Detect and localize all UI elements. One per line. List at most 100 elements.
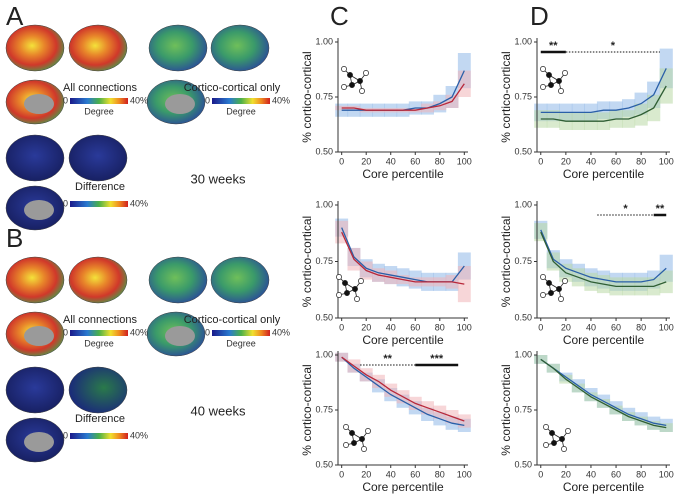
x-tick-label: 0 xyxy=(538,469,543,479)
series-line xyxy=(540,358,667,427)
motif-node xyxy=(363,70,369,76)
brain-lateral xyxy=(68,256,128,304)
x-tick-label: 60 xyxy=(611,156,621,166)
y-axis-label: % cortico-cortical xyxy=(300,216,314,307)
x-tick-label: 60 xyxy=(611,322,621,332)
x-axis-label: Core percentile xyxy=(563,480,645,494)
motif-node xyxy=(556,286,562,292)
motif-node xyxy=(546,72,552,78)
y-tick-label: 0.50 xyxy=(315,459,333,469)
brain-medial-core xyxy=(24,326,54,346)
x-tick-label: 0 xyxy=(538,322,543,332)
series-line xyxy=(341,83,465,111)
colorbar-min: 0 xyxy=(205,95,210,105)
x-tick-label: 40 xyxy=(586,156,596,166)
y-tick-label: 0.75 xyxy=(315,91,333,101)
y-tick-label: 1.00 xyxy=(315,349,333,359)
brain-lateral xyxy=(5,24,65,72)
panel-letter: C xyxy=(330,1,349,31)
brain-medial-core xyxy=(165,94,195,114)
brain-lateral xyxy=(5,134,65,182)
brain-medial-core xyxy=(165,326,195,346)
panel-letter: D xyxy=(530,1,549,31)
brain-lateral xyxy=(68,24,128,72)
y-tick-label: 0.50 xyxy=(514,146,532,156)
motif-node xyxy=(556,78,562,84)
condition-label: All connections xyxy=(63,314,137,326)
x-axis-label: Core percentile xyxy=(563,333,645,347)
colorbar-max: 40% xyxy=(130,430,148,440)
significance-label: ** xyxy=(656,203,665,215)
motif-node xyxy=(540,66,546,72)
y-tick-label: 0.50 xyxy=(514,312,532,322)
x-tick-label: 20 xyxy=(561,156,571,166)
y-tick-label: 1.00 xyxy=(315,36,333,46)
difference-label: Difference xyxy=(75,413,125,425)
y-tick-label: 1.00 xyxy=(514,199,532,209)
motif-node xyxy=(543,424,549,430)
series-line xyxy=(341,231,465,285)
x-tick-label: 80 xyxy=(435,156,445,166)
motif-node xyxy=(358,278,364,284)
x-tick-label: 20 xyxy=(561,469,571,479)
x-tick-label: 0 xyxy=(339,469,344,479)
colorbar-max: 40% xyxy=(130,327,148,337)
x-tick-label: 60 xyxy=(410,156,420,166)
motif-node xyxy=(336,292,342,298)
brain-lateral xyxy=(5,256,65,304)
panel-letter: B xyxy=(6,223,23,253)
motif-node xyxy=(349,82,355,88)
motif-node xyxy=(347,72,353,78)
x-tick-label: 40 xyxy=(386,156,396,166)
motif-node xyxy=(540,292,546,298)
difference-label: Difference xyxy=(75,181,125,193)
series-line xyxy=(341,356,465,427)
brain-lateral xyxy=(148,24,208,72)
colorbar-min: 0 xyxy=(63,327,68,337)
x-tick-label: 0 xyxy=(339,156,344,166)
series-line xyxy=(540,231,667,288)
motif-node xyxy=(342,280,348,286)
colorbar-label: Degree xyxy=(84,106,114,116)
motif-node xyxy=(558,88,564,94)
brain-medial-core xyxy=(24,94,54,114)
motif-node xyxy=(548,290,554,296)
motif-node xyxy=(357,78,363,84)
x-tick-label: 40 xyxy=(386,469,396,479)
y-tick-label: 0.50 xyxy=(315,146,333,156)
motif-node xyxy=(349,430,355,436)
y-axis-label: % cortico-cortical xyxy=(499,364,513,455)
x-tick-label: 20 xyxy=(561,322,571,332)
motif-node xyxy=(359,88,365,94)
y-tick-label: 0.50 xyxy=(514,459,532,469)
x-tick-label: 20 xyxy=(361,322,371,332)
x-tick-label: 80 xyxy=(636,469,646,479)
brain-lateral xyxy=(68,366,128,414)
x-tick-label: 80 xyxy=(636,156,646,166)
condition-label: All connections xyxy=(63,82,137,94)
y-tick-label: 1.00 xyxy=(514,349,532,359)
motif-node xyxy=(352,286,358,292)
x-axis-label: Core percentile xyxy=(362,333,444,347)
colorbar xyxy=(70,433,128,439)
y-tick-label: 1.00 xyxy=(514,36,532,46)
x-tick-label: 40 xyxy=(586,469,596,479)
y-tick-label: 0.75 xyxy=(514,91,532,101)
y-tick-label: 0.75 xyxy=(315,256,333,266)
x-tick-label: 80 xyxy=(636,322,646,332)
x-tick-label: 60 xyxy=(410,322,420,332)
brain-medial-core xyxy=(24,432,54,452)
x-tick-label: 100 xyxy=(659,156,674,166)
significance-label: ** xyxy=(549,40,558,52)
brain-lateral xyxy=(210,256,270,304)
significance-label: * xyxy=(623,203,628,215)
x-tick-label: 60 xyxy=(611,469,621,479)
x-tick-label: 0 xyxy=(538,156,543,166)
colorbar-min: 0 xyxy=(63,95,68,105)
colorbar-min: 0 xyxy=(205,327,210,337)
y-axis-label: % cortico-cortical xyxy=(300,364,314,455)
x-tick-label: 100 xyxy=(457,469,472,479)
motif-node xyxy=(365,428,371,434)
